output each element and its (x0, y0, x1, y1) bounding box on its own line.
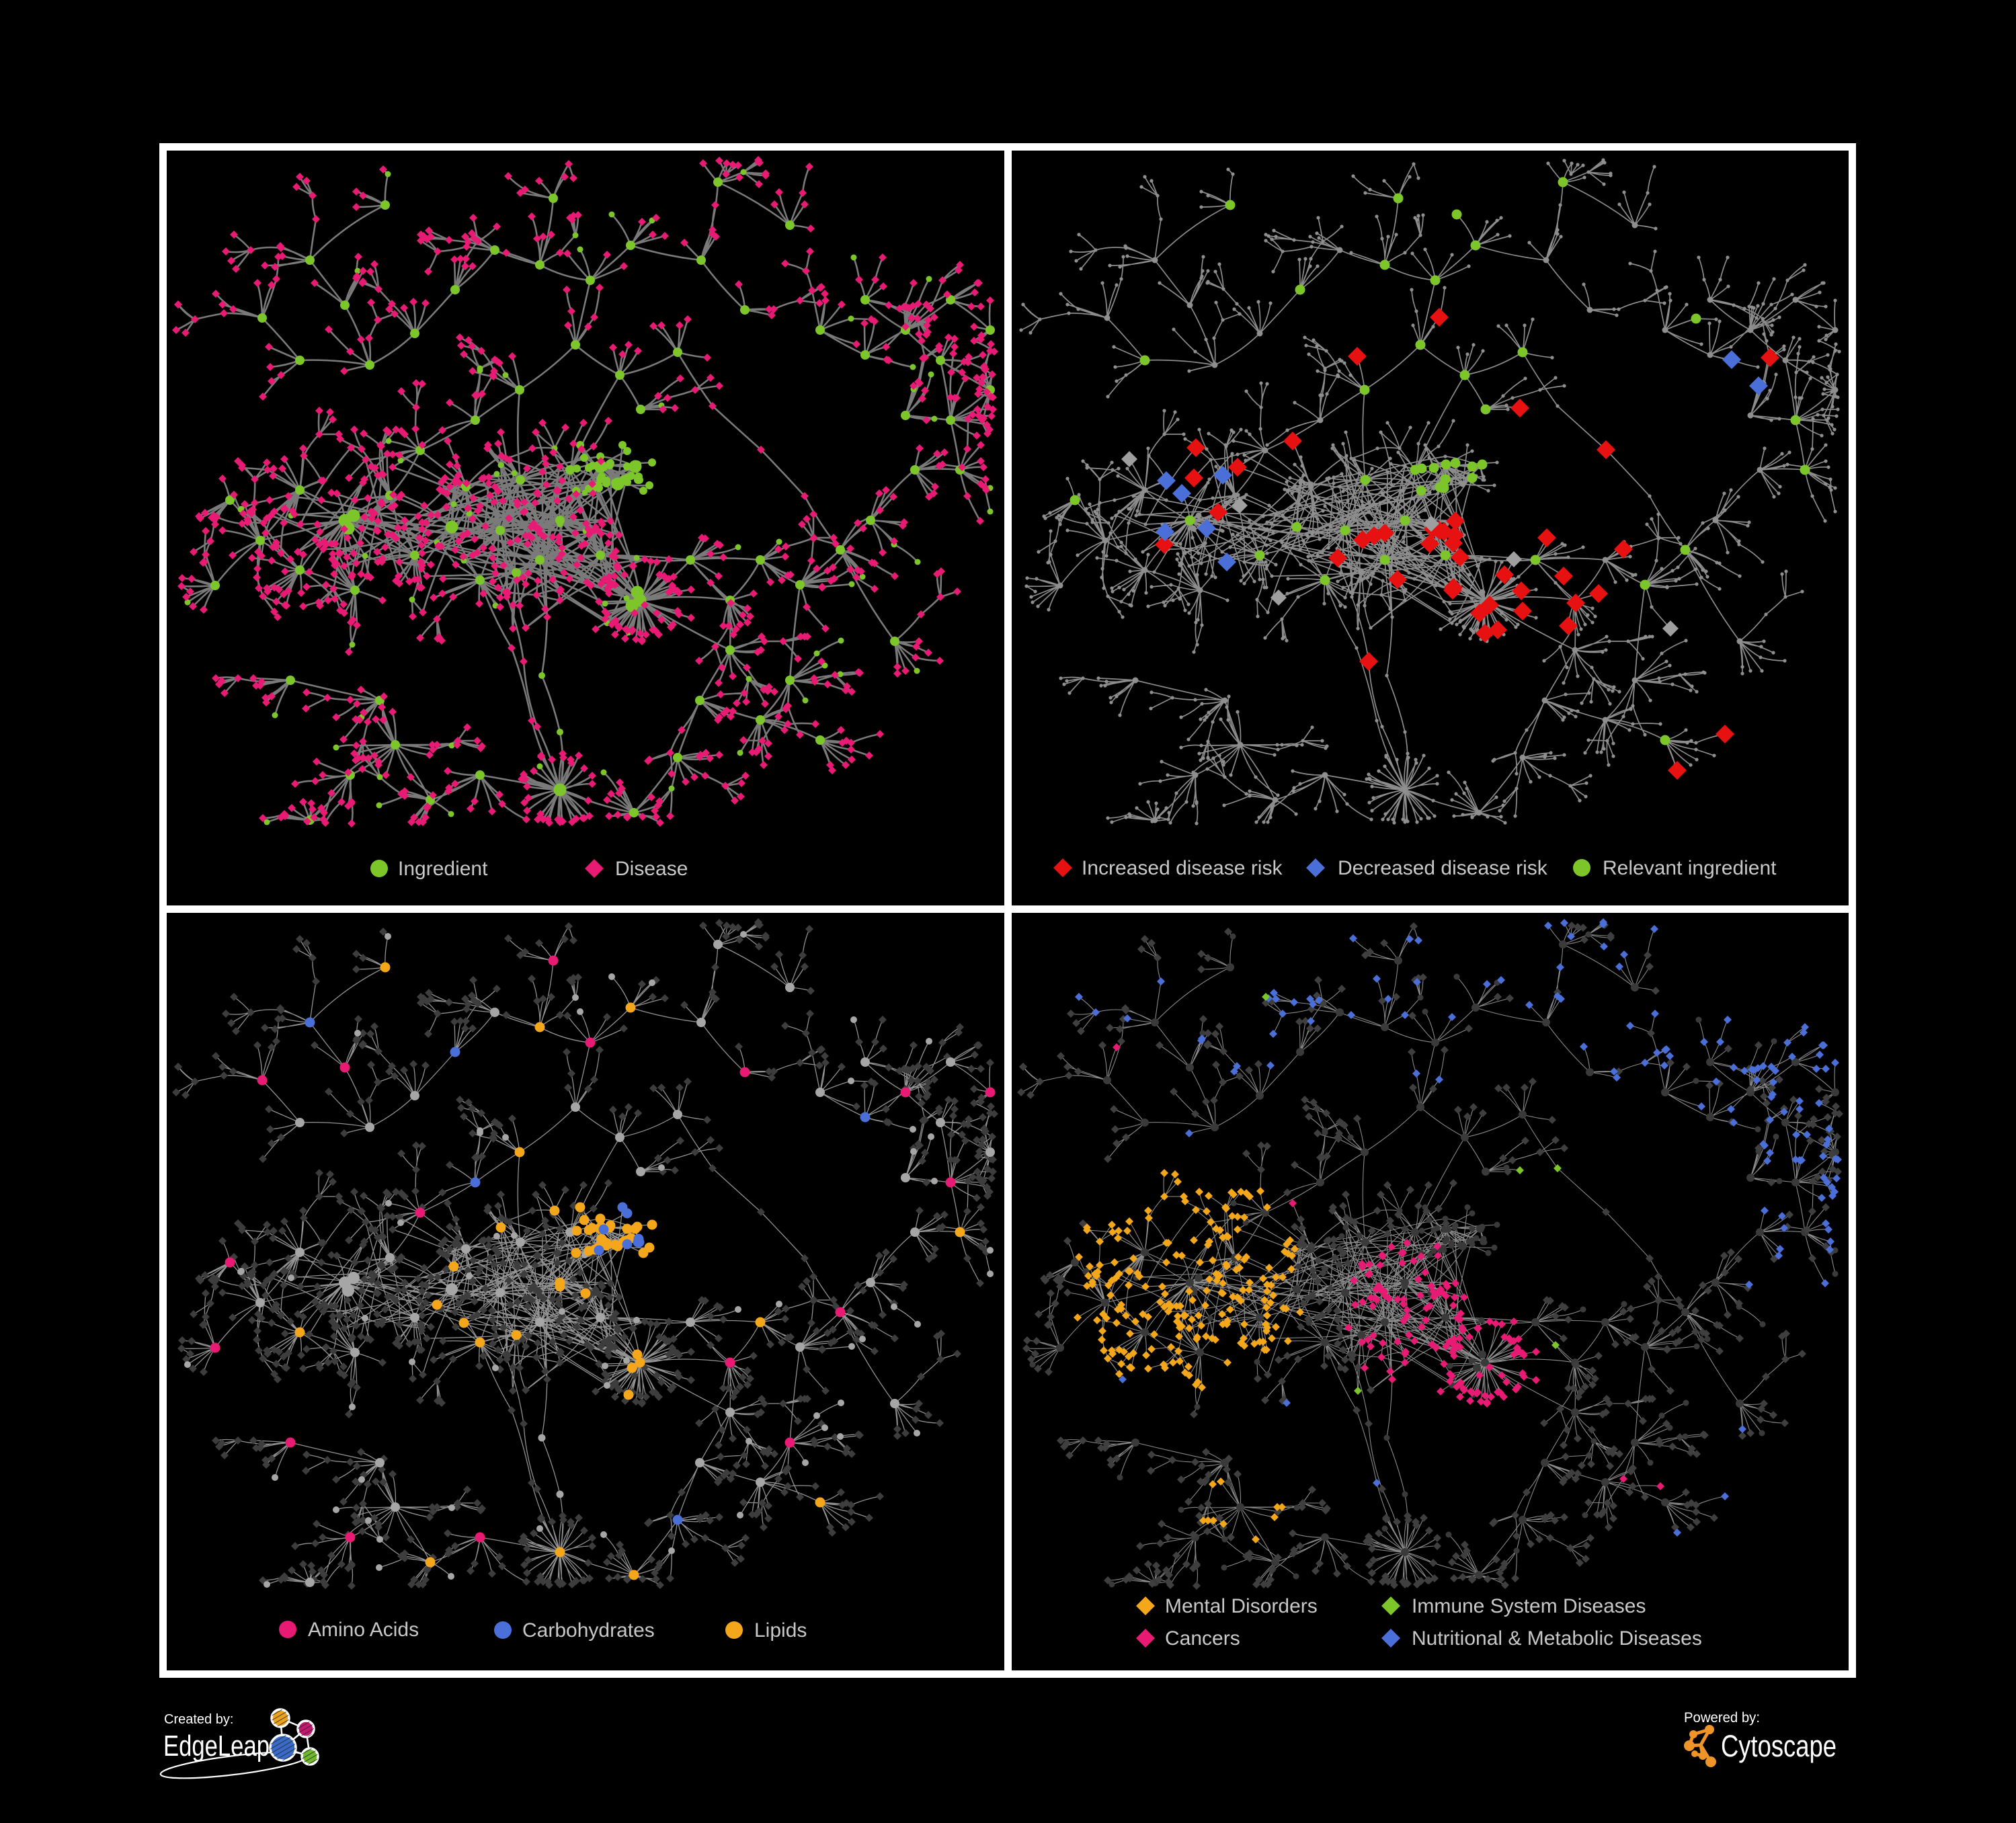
svg-text:Immune System Diseases: Immune System Diseases (1412, 1595, 1646, 1617)
svg-text:Amino Acids: Amino Acids (308, 1619, 419, 1641)
svg-text:Decreased disease risk: Decreased disease risk (1338, 857, 1548, 879)
svg-text:Cytoscape: Cytoscape (1721, 1729, 1837, 1763)
svg-text:EdgeLeap: EdgeLeap (163, 1730, 270, 1763)
svg-text:Cancers: Cancers (1165, 1627, 1240, 1650)
svg-text:Created by:: Created by: (164, 1712, 233, 1727)
svg-text:Ingredient: Ingredient (398, 858, 488, 880)
svg-text:Lipids: Lipids (754, 1619, 807, 1642)
svg-text:Nutritional & Metabolic Diseas: Nutritional & Metabolic Diseases (1412, 1627, 1702, 1650)
svg-text:Increased disease risk: Increased disease risk (1082, 857, 1283, 879)
svg-text:Powered by:: Powered by: (1684, 1710, 1760, 1726)
svg-text:Disease: Disease (615, 858, 688, 880)
svg-text:Carbohydrates: Carbohydrates (522, 1619, 655, 1642)
svg-text:Relevant ingredient: Relevant ingredient (1603, 857, 1777, 879)
svg-text:Mental Disorders: Mental Disorders (1165, 1595, 1318, 1617)
